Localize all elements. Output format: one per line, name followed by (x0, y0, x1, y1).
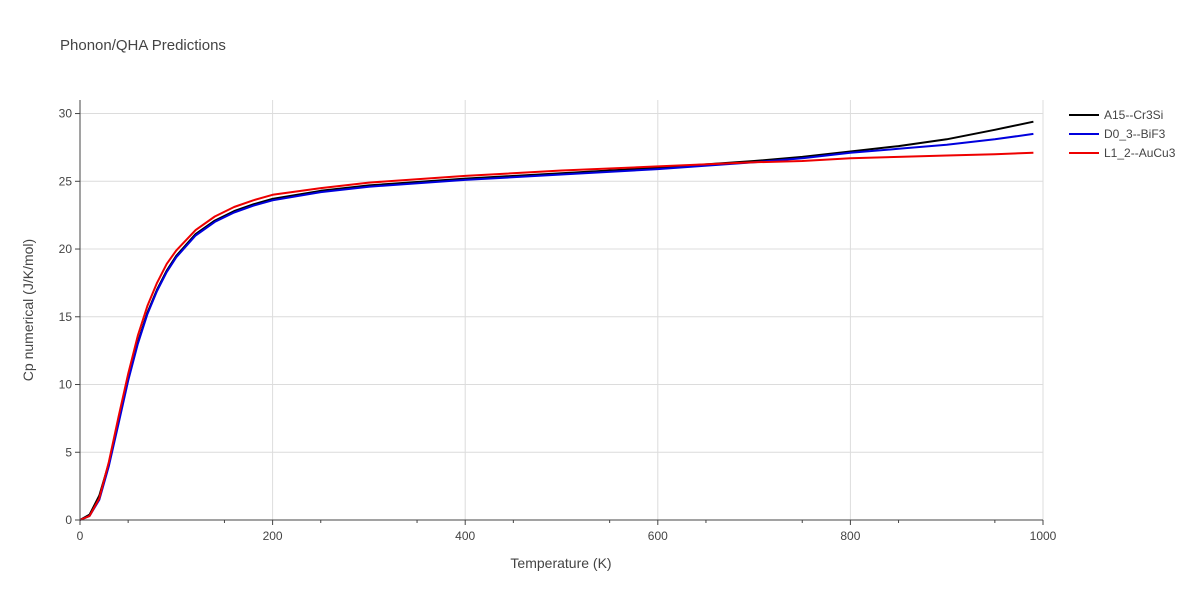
x-axis-title: Temperature (K) (510, 555, 611, 571)
y-tick-label: 0 (65, 513, 72, 527)
legend-label: A15--Cr3Si (1104, 108, 1163, 122)
x-tick-label: 200 (263, 529, 283, 543)
legend: A15--Cr3Si D0_3--BiF3 L1_2--AuCu3 (1069, 108, 1176, 160)
x-tick-label: 800 (840, 529, 860, 543)
y-tick-label: 30 (59, 107, 73, 121)
y-axis-title: Cp numerical (J/K/mol) (20, 239, 36, 381)
y-tick-label: 10 (59, 378, 73, 392)
y-tick-label: 25 (59, 174, 73, 188)
grid (80, 100, 1044, 520)
legend-label: L1_2--AuCu3 (1104, 146, 1176, 160)
x-tick-label: 1000 (1030, 529, 1057, 543)
series-line-2 (79, 132, 1034, 521)
y-tick-label: 5 (65, 445, 72, 459)
y-tick-label: 20 (59, 242, 73, 256)
x-tick-label: 600 (648, 529, 668, 543)
legend-label: D0_3--BiF3 (1104, 127, 1166, 141)
series-line-3 (79, 151, 1034, 521)
axes: 0 200 400 600 800 1000 0 5 10 15 20 25 30 (59, 100, 1057, 543)
chart-title: Phonon/QHA Predictions (60, 37, 226, 54)
series-lines (79, 120, 1034, 521)
x-tick-label: 400 (455, 529, 475, 543)
x-tick-label: 0 (77, 529, 84, 543)
y-tick-label: 15 (59, 310, 73, 324)
